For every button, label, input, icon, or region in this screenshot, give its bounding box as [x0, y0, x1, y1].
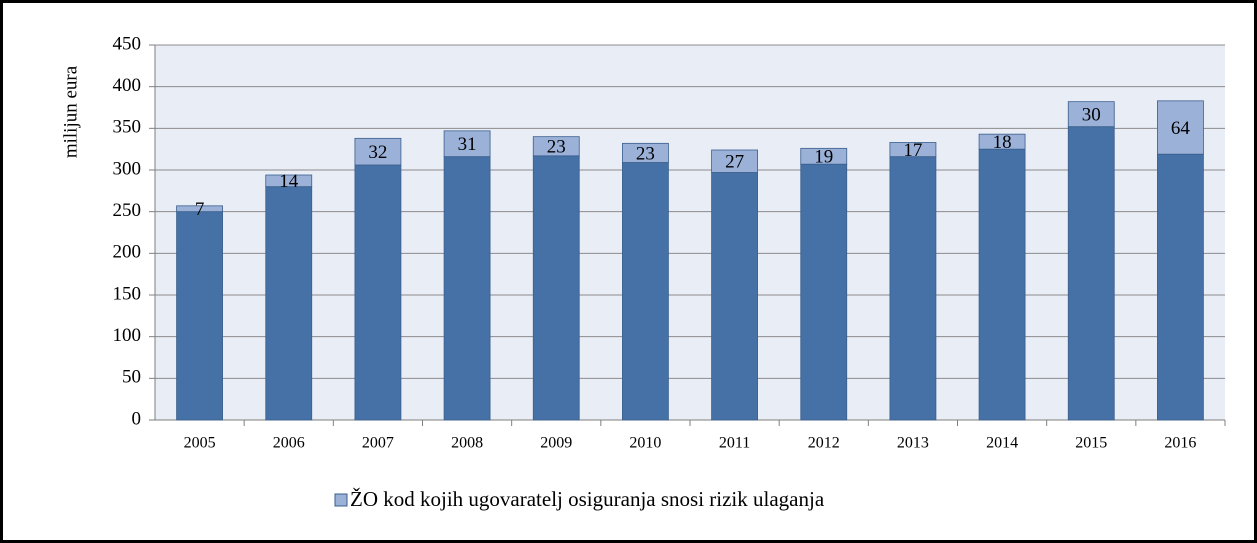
bar-segment — [978, 148, 1026, 421]
data-label: 18 — [993, 132, 1012, 153]
bar-segment — [354, 164, 402, 421]
y-tick-label: 200 — [113, 242, 142, 263]
data-label: 7 — [195, 199, 205, 220]
data-label: 64 — [1171, 118, 1191, 139]
y-tick-label: 400 — [113, 75, 142, 96]
bar-segment — [1157, 100, 1204, 155]
data-label: 30 — [1082, 105, 1101, 126]
data-label: 19 — [814, 147, 833, 168]
bar-segment — [1067, 126, 1115, 421]
legend-label: ŽO kod kojih ugovaratelj osiguranja snos… — [350, 487, 825, 511]
data-label: 32 — [368, 142, 387, 163]
y-tick-label: 250 — [113, 200, 142, 221]
data-label: 23 — [636, 143, 655, 164]
bar-segment — [1157, 153, 1204, 421]
bar-segment — [176, 211, 223, 421]
bar-segment — [711, 172, 758, 421]
bar-segment — [889, 142, 937, 158]
bar-segment — [711, 149, 758, 173]
bar-segment — [622, 162, 669, 421]
y-tick-label: 50 — [122, 367, 141, 388]
x-tick-label: 2012 — [808, 435, 840, 452]
y-tick-label: 100 — [113, 325, 142, 346]
plot-area — [155, 45, 1225, 420]
y-tick-label: 350 — [113, 117, 142, 138]
legend-swatch — [334, 493, 348, 507]
x-tick-label: 2007 — [362, 435, 394, 452]
bar-segment — [443, 156, 491, 421]
data-label: 31 — [458, 134, 477, 155]
x-tick-label: 2008 — [451, 435, 483, 452]
x-tick-label: 2010 — [629, 435, 661, 452]
bar-segment — [532, 155, 580, 421]
bar-segment — [622, 142, 669, 163]
data-label: 14 — [279, 171, 299, 192]
bar-segment — [889, 156, 937, 421]
y-tick-label: 300 — [113, 158, 142, 179]
bar-segment — [443, 130, 491, 158]
y-tick-label: 150 — [113, 283, 142, 304]
data-label: 23 — [547, 137, 566, 158]
bar-segment — [800, 147, 848, 165]
bar-segment — [800, 163, 848, 421]
bar-segment — [532, 136, 580, 157]
x-tick-label: 2011 — [719, 435, 750, 452]
x-tick-label: 2014 — [986, 435, 1018, 452]
data-label: 17 — [903, 140, 922, 161]
bar-segment — [265, 174, 313, 188]
x-tick-label: 2013 — [897, 435, 929, 452]
bar-segment — [176, 205, 223, 213]
bar-segment — [1067, 101, 1115, 128]
data-label: 27 — [725, 152, 744, 173]
x-tick-label: 2015 — [1075, 435, 1107, 452]
x-tick-label: 2006 — [273, 435, 305, 452]
x-tick-label: 2016 — [1164, 435, 1196, 452]
bar-segment — [354, 137, 402, 166]
bar-segment — [265, 186, 313, 421]
y-tick-label: 450 — [113, 33, 142, 54]
bar-segment — [978, 133, 1026, 150]
x-tick-label: 2009 — [540, 435, 572, 452]
y-tick-label: 0 — [132, 408, 142, 429]
x-tick-label: 2005 — [184, 435, 216, 452]
y-axis-label: milijun eura — [60, 65, 81, 158]
